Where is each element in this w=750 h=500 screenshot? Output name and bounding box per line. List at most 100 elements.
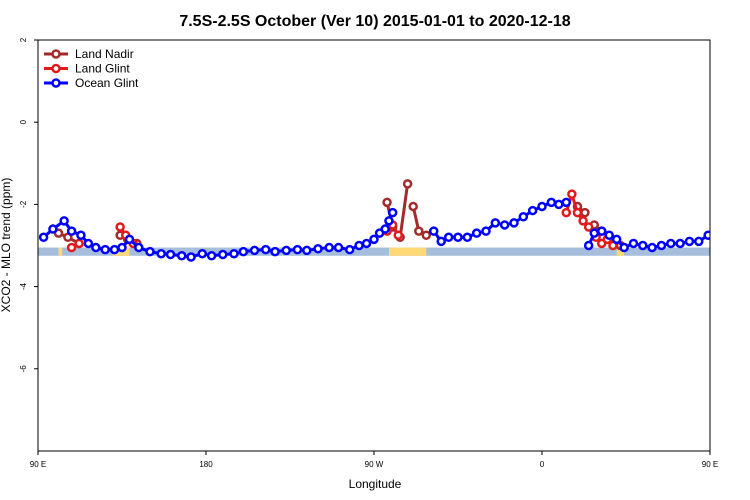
y-tick-label: 0 [19,119,28,124]
data-point-land-nadir [421,230,432,240]
data-point-land-glint [572,207,583,218]
data-point-ocean-glint [684,236,695,247]
data-point-ocean-glint [361,238,372,249]
data-point-ocean-glint [428,226,439,236]
data-point-land-glint [583,222,594,232]
land-band-segment [388,247,427,256]
data-point-ocean-glint [638,240,648,251]
ocean-band [38,247,710,256]
series-layer [38,179,749,262]
data-point-ocean-glint [165,249,176,260]
data-point-land-glint [115,222,125,232]
data-point-ocean-glint [384,216,394,226]
legend-item-land-glint: Land Glint [44,62,130,76]
data-point-ocean-glint [59,216,69,226]
data-point-ocean-glint [481,226,491,236]
y-tick-label: 2 [19,37,28,42]
data-point-ocean-glint [611,234,622,245]
y-axis: 2 0 -2 -4 -6 [19,37,38,372]
data-point-ocean-glint [723,234,730,241]
data-point-ocean-glint [156,248,166,259]
data-point-land-nadir [402,179,413,189]
data-point-ocean-glint [604,230,614,240]
data-point-ocean-glint [733,230,740,237]
data-point-ocean-glint [292,244,303,255]
data-point-ocean-glint [66,226,77,236]
data-point-ocean-glint [260,244,271,255]
data-point-ocean-glint [270,246,280,257]
land-band-segment [616,247,625,256]
data-point-ocean-glint [675,238,685,249]
y-tick-label: -6 [19,365,28,373]
data-point-land-nadir [408,201,418,212]
data-point-ocean-glint [380,224,390,234]
y-tick-label: -4 [19,282,28,290]
data-point-land-glint [567,189,577,199]
data-point-ocean-glint [76,230,86,240]
data-point-ocean-glint [38,232,49,243]
data-point-land-glint [66,242,77,253]
data-point-ocean-glint [238,246,249,257]
data-point-ocean-glint [619,242,629,253]
x-tick-label: 90 E [702,460,718,469]
data-point-ocean-glint [583,240,594,251]
data-point-ocean-glint [83,238,94,249]
data-point-land-glint [578,216,588,226]
legend-item-ocean-glint: Ocean Glint [44,76,139,90]
data-point-ocean-glint [647,242,657,253]
legend-marker [51,49,61,59]
y-axis-label: XCO2 - MLO trend (ppm) [0,178,13,313]
data-point-ocean-glint [554,199,564,210]
data-point-ocean-glint [333,242,344,253]
data-point-ocean-glint [453,232,463,243]
data-point-ocean-glint [462,232,473,243]
data-point-ocean-glint [281,245,292,256]
data-point-ocean-glint [546,197,557,208]
data-point-ocean-glint [499,220,510,230]
data-point-ocean-glint [596,226,607,236]
data-point-ocean-glint [124,234,135,245]
series-land-nadir [53,179,626,251]
land-band-segment [58,247,63,256]
data-point-ocean-glint [48,224,58,234]
data-point-ocean-glint [145,246,155,257]
x-tick-label: 180 [199,460,213,469]
y-tick-label: -2 [19,200,28,208]
data-point-ocean-glint [518,211,529,222]
data-point-ocean-glint [387,207,398,218]
series-ocean-glint [38,197,749,262]
data-point-ocean-glint [537,201,547,212]
data-point-land-glint [561,207,572,218]
data-point-ocean-glint [302,245,312,256]
x-tick-label: 90 W [365,460,384,469]
data-point-ocean-glint [742,226,749,233]
series-land-glint [66,189,618,253]
data-point-ocean-glint [229,248,239,259]
data-point-ocean-glint [490,218,501,228]
data-point-ocean-glint [109,244,120,255]
legend-item-land-nadir: Land Nadir [44,47,134,61]
data-point-land-glint [393,230,404,240]
data-point-ocean-glint [714,230,721,237]
x-tick-label: 90 E [30,460,46,469]
data-point-ocean-glint [197,248,208,259]
legend-marker [51,63,61,74]
legend-label: Land Nadir [75,47,134,61]
data-point-ocean-glint [436,236,446,247]
data-point-ocean-glint [206,251,217,261]
data-point-ocean-glint [324,242,334,253]
data-point-ocean-glint [344,244,355,255]
data-point-ocean-glint [369,234,379,245]
data-point-ocean-glint [589,228,600,238]
data-point-ocean-glint [313,244,323,254]
data-point-ocean-glint [694,236,704,247]
data-point-ocean-glint [656,240,667,251]
data-point-land-nadir [580,207,590,218]
legend-label: Land Glint [75,62,130,76]
data-point-ocean-glint [527,205,538,216]
legend-label: Ocean Glint [75,76,139,90]
data-point-ocean-glint [176,251,187,261]
data-point-ocean-glint [117,242,127,253]
